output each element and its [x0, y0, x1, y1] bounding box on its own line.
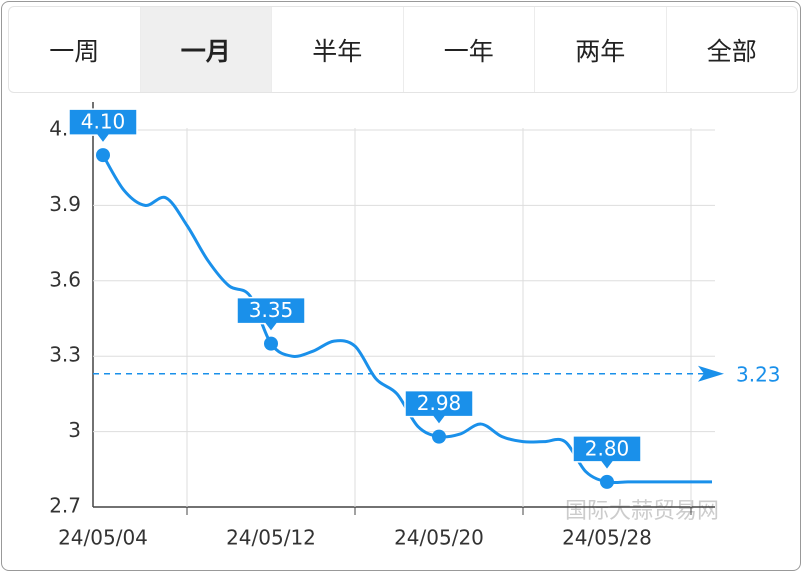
average-arrow: [698, 365, 724, 382]
value-label: 4.10: [81, 110, 126, 134]
tab[interactable]: 全部: [706, 36, 757, 66]
value-label: 2.80: [585, 436, 630, 460]
tab[interactable]: 一月: [140, 7, 272, 92]
y-tick-label: 3.3: [49, 343, 81, 367]
x-tick-label: 24/05/28: [562, 526, 652, 550]
callout-box: [236, 296, 306, 333]
callout-box: [68, 108, 138, 145]
tab-bar: 一周 一月 半年 一年 两年 全部: [8, 6, 798, 93]
y-tick-label: 3.6: [49, 267, 81, 291]
tab[interactable]: 一年: [404, 7, 535, 92]
y-tick-label: 3.9: [49, 192, 81, 216]
tab[interactable]: 一周: [9, 7, 141, 92]
tab[interactable]: 两年: [535, 7, 667, 92]
callout-box: [404, 389, 474, 426]
watermark: 国际大蒜贸易网: [565, 499, 719, 524]
x-tick-label: 24/05/12: [226, 526, 316, 550]
average-label: 3.23: [736, 362, 781, 386]
tab[interactable]: 半年: [272, 7, 404, 92]
callout-box: [572, 435, 642, 472]
y-tick-label: 3: [68, 418, 81, 442]
x-tick-label: 24/05/20: [394, 526, 484, 550]
y-tick-label: 2.7: [49, 494, 81, 518]
point-marker: [264, 336, 278, 351]
price-line: [101, 154, 712, 485]
point-marker: [600, 474, 614, 489]
point-marker: [96, 148, 110, 163]
value-label: 2.98: [417, 391, 462, 415]
value-label: 3.35: [249, 298, 294, 322]
point-marker: [432, 429, 446, 444]
x-tick-label: 24/05/04: [58, 526, 148, 550]
